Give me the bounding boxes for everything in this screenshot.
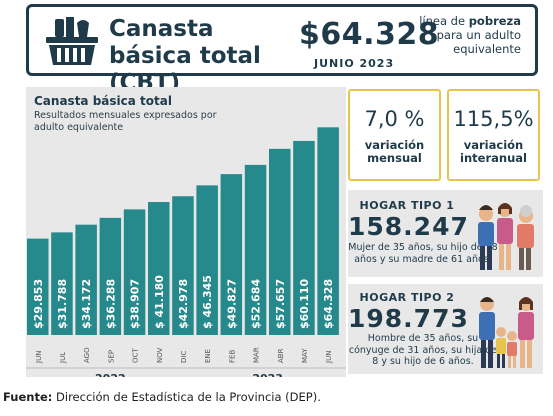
period-label: JUNIO 2023	[314, 57, 395, 70]
yearly-variation-value: 115,5%	[453, 107, 534, 131]
chart-bar	[148, 202, 170, 335]
chart-bar	[196, 185, 218, 335]
yearly-variation-label: variación interanual	[460, 138, 527, 165]
bar-data-label: $42.978	[177, 279, 190, 329]
bar-data-label: $36.288	[104, 279, 117, 329]
x-tick-label: ABR	[277, 348, 285, 363]
chart-bar	[172, 196, 194, 335]
chart-bar	[244, 164, 267, 335]
page-title: Canasta básica total (CBT)	[109, 16, 261, 96]
x-tick-label: SEP	[107, 350, 115, 363]
bar-data-label: $60.110	[298, 279, 311, 329]
x-tick-label: FEB	[228, 350, 236, 363]
household-type-2-panel: HOGAR TIPO 2 198.773 Hombre de 35 años, …	[348, 284, 543, 374]
chart-subtitle: Resultados mensuales expresados por adul…	[34, 110, 217, 133]
chart-bar	[220, 174, 243, 335]
household-2-description: Hombre de 35 años, su cónyuge de 31 años…	[348, 333, 498, 367]
x-tick-label: OCT	[132, 348, 140, 363]
x-tick-label: MAR	[253, 347, 261, 363]
bar-data-label: $29.853	[32, 279, 45, 329]
cbt-amount: $64.328	[299, 17, 440, 52]
bar-data-label: $38.907	[129, 279, 142, 329]
family-1-illustration-icon	[478, 203, 534, 270]
x-tick-label: JUN	[325, 351, 333, 364]
chart-panel: Canasta básica total Resultados mensuale…	[26, 87, 346, 377]
chart-bar	[317, 127, 339, 335]
chart-bar	[75, 224, 97, 335]
header-card: Canasta básica total (CBT) $64.328 JUNIO…	[26, 4, 538, 96]
family-2-illustration-icon	[479, 297, 534, 368]
poverty-line-description: línea de pobreza para un adulto equivale…	[419, 14, 521, 56]
bar-chart: $29.853 JUN $31.788 JUL $34.172 AGO $36.288 SEP…	[26, 127, 346, 377]
bar-data-label: $34.172	[80, 279, 93, 329]
bar-data-label: $49.827	[225, 279, 238, 329]
bar-data-label: $57.657	[274, 279, 287, 329]
x-tick-label: DIC	[180, 351, 188, 363]
household-2-title: HOGAR TIPO 2	[359, 291, 455, 304]
chart-bar	[293, 140, 315, 335]
x-tick-label: ENE	[204, 349, 212, 363]
bar-data-label: $64.328	[322, 279, 335, 329]
chart-bar	[99, 217, 122, 335]
bar-data-label: $ 41.180	[153, 275, 166, 329]
monthly-variation-card: 7,0 % variación mensual	[348, 89, 441, 181]
source-note: Fuente: Dirección de Estadística de la P…	[3, 390, 321, 404]
household-type-1-panel: HOGAR TIPO 1 158.247 Mujer de 35 años, s…	[348, 190, 543, 277]
chart-bar	[123, 209, 146, 335]
year-group-label: 2022	[95, 372, 126, 377]
year-group-label: 2023	[252, 372, 283, 377]
x-tick-label: MAY	[301, 348, 309, 363]
monthly-variation-label: variación mensual	[364, 138, 425, 165]
chart-bar	[27, 238, 49, 335]
chart-bar	[269, 148, 291, 335]
x-tick-label: NOV	[156, 347, 164, 363]
x-tick-label: JUL	[59, 352, 67, 364]
chart-title: Canasta básica total	[34, 94, 172, 108]
household-2-value: 198.773	[348, 304, 469, 333]
bar-data-label: $52.684	[250, 279, 263, 329]
shopping-basket-icon	[46, 17, 98, 65]
monthly-variation-value: 7,0 %	[364, 107, 425, 131]
household-1-title: HOGAR TIPO 1	[359, 199, 455, 212]
household-1-description: Mujer de 35 años, su hijo de 18 años y s…	[348, 242, 498, 265]
yearly-variation-card: 115,5% variación interanual	[447, 89, 540, 181]
household-1-value: 158.247	[348, 212, 469, 241]
x-tick-label: AGO	[83, 347, 91, 363]
x-tick-label: JUN	[35, 351, 43, 364]
chart-bar	[51, 232, 73, 335]
bar-data-label: $31.788	[56, 279, 69, 329]
bar-data-label: $ 46.345	[201, 275, 214, 329]
